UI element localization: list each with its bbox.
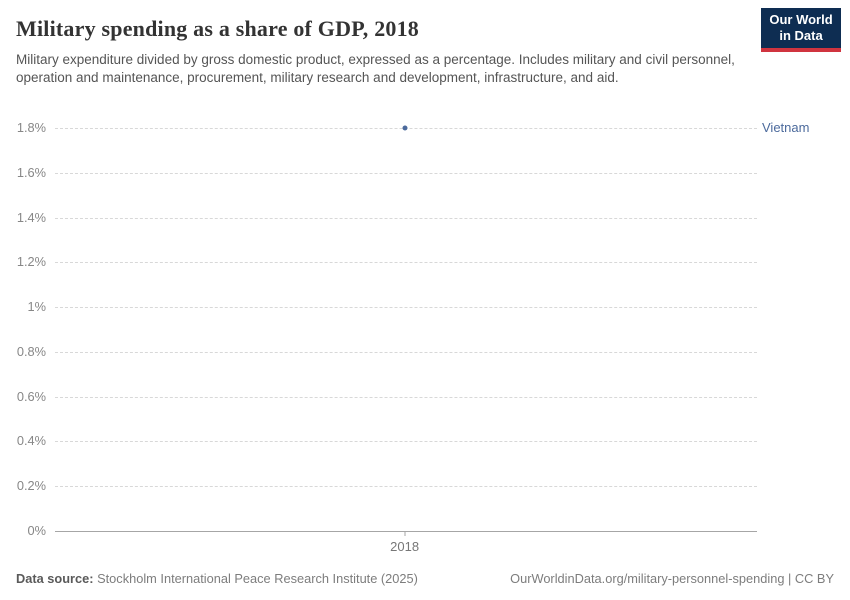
y-axis-tick-label: 1.4% bbox=[16, 209, 46, 225]
entity-label-vietnam[interactable]: Vietnam bbox=[762, 120, 810, 135]
y-gridline bbox=[55, 217, 757, 219]
chart-footer: Data source: Stockholm International Pea… bbox=[16, 571, 834, 586]
data-source: Data source: Stockholm International Pea… bbox=[16, 571, 418, 586]
y-gridline bbox=[55, 441, 757, 443]
y-gridline bbox=[55, 262, 757, 264]
y-gridline bbox=[55, 486, 757, 488]
y-gridline bbox=[55, 396, 757, 398]
data-source-label: Data source: bbox=[16, 571, 94, 586]
data-source-value: Stockholm International Peace Research I… bbox=[97, 571, 418, 586]
logo-line-2: in Data bbox=[779, 28, 823, 43]
logo-line-1: Our World bbox=[769, 12, 833, 28]
y-axis-tick-label: 1.8% bbox=[16, 120, 46, 135]
y-gridline bbox=[55, 172, 757, 174]
y-axis-tick-label: 1.2% bbox=[16, 254, 46, 270]
owid-logo: Our World in Data bbox=[761, 8, 841, 52]
y-axis-tick-label: 0.2% bbox=[16, 478, 46, 494]
y-axis-tick-label: 1.6% bbox=[16, 164, 46, 180]
attribution-link[interactable]: OurWorldinData.org/military-personnel-sp… bbox=[510, 571, 834, 586]
y-gridline bbox=[55, 351, 757, 353]
x-axis-tick-label: 2018 bbox=[390, 539, 420, 554]
x-axis-tick bbox=[404, 532, 406, 536]
data-point-vietnam[interactable] bbox=[402, 125, 408, 131]
chart-header: Military spending as a share of GDP, 201… bbox=[16, 16, 751, 88]
y-axis-tick-label: 0.8% bbox=[16, 343, 46, 359]
chart-subtitle: Military expenditure divided by gross do… bbox=[16, 52, 735, 86]
y-axis-tick-label: 0.4% bbox=[16, 433, 46, 449]
y-axis-tick-label: 1% bbox=[27, 299, 47, 315]
y-axis-tick-label: 0.6% bbox=[16, 388, 46, 404]
x-axis-line bbox=[55, 531, 757, 532]
page-title: Military spending as a share of GDP, 201… bbox=[16, 16, 420, 41]
y-gridline bbox=[55, 307, 757, 309]
y-axis-tick-label: 0% bbox=[27, 523, 47, 538]
